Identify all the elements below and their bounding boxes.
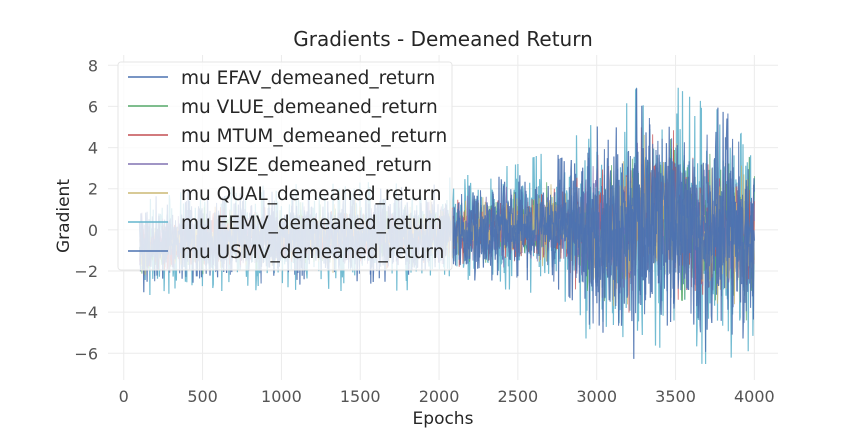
legend-entry-label: mu QUAL_demeaned_return bbox=[181, 184, 441, 205]
x-tick-label: 500 bbox=[187, 387, 218, 406]
x-tick-label: 4000 bbox=[734, 387, 775, 406]
y-tick-label: −2 bbox=[74, 262, 98, 281]
legend-entry-label: mu EEMV_demeaned_return bbox=[181, 213, 442, 234]
x-axis-label: Epochs bbox=[413, 409, 474, 429]
y-tick-label: 8 bbox=[88, 56, 98, 75]
y-axis-label: Gradient bbox=[54, 179, 74, 253]
legend-entry-label: mu USMV_demeaned_return bbox=[181, 242, 444, 263]
x-tick-label: 2500 bbox=[498, 387, 539, 406]
x-tick-label: 0 bbox=[119, 387, 129, 406]
x-tick-label: 2000 bbox=[419, 387, 460, 406]
legend-entry-label: mu VLUE_demeaned_return bbox=[181, 97, 438, 118]
y-tick-label: 2 bbox=[88, 180, 98, 199]
legend-entry-label: mu MTUM_demeaned_return bbox=[181, 126, 447, 147]
y-tick-labels: −6 −4 −2 0 2 4 6 8 bbox=[74, 56, 98, 363]
chart-title: Gradients - Demeaned Return bbox=[293, 27, 593, 51]
y-tick-label: 6 bbox=[88, 97, 98, 116]
x-tick-label: 3000 bbox=[576, 387, 617, 406]
y-tick-label: 0 bbox=[88, 221, 98, 240]
y-tick-label: −4 bbox=[74, 303, 98, 322]
x-tick-label: 1500 bbox=[340, 387, 381, 406]
x-tick-labels: 0 500 1000 1500 2000 2500 3000 3500 4000 bbox=[119, 387, 775, 406]
legend-entry-label: mu SIZE_demeaned_return bbox=[181, 155, 432, 176]
legend-box bbox=[117, 61, 453, 271]
x-tick-label: 3500 bbox=[655, 387, 696, 406]
x-tick-label: 1000 bbox=[261, 387, 302, 406]
y-tick-label: −6 bbox=[74, 344, 98, 363]
legend-entry-label: mu EFAV_demeaned_return bbox=[181, 68, 435, 89]
y-tick-label: 4 bbox=[88, 139, 98, 158]
